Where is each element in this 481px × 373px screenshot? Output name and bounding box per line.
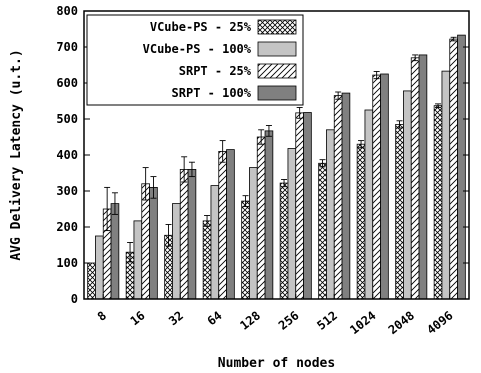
- y-tick-label: 600: [56, 76, 78, 90]
- bar: [364, 109, 374, 300]
- y-tick-label: 700: [56, 40, 78, 54]
- bar: [380, 73, 389, 300]
- bar: [202, 220, 212, 300]
- bar: [303, 112, 312, 300]
- bar: [218, 150, 227, 300]
- bar: [249, 167, 258, 300]
- bar: [403, 90, 412, 300]
- bar: [457, 34, 466, 300]
- bar: [356, 143, 366, 300]
- bar: [449, 38, 458, 300]
- bar: [95, 235, 104, 300]
- legend-label: SRPT - 100%: [172, 86, 252, 100]
- bar: [418, 54, 428, 300]
- legend-items: VCube-PS - 25% VCube-PS - 100% SRPT - 25% S…: [143, 19, 297, 101]
- x-axis-label: Number of nodes: [218, 356, 335, 371]
- bar: [256, 136, 266, 300]
- bar: [279, 182, 289, 300]
- legend-label: VCube-PS - 100%: [143, 42, 252, 56]
- x-tick-label: 128: [237, 308, 263, 332]
- y-tick-label: 800: [56, 4, 78, 18]
- bar: [179, 168, 189, 300]
- bar: [87, 262, 96, 300]
- bar: [410, 57, 420, 300]
- x-axis-ticks: 8 16 32 64 128 256 512 1024 2048 4096: [95, 294, 456, 337]
- legend-swatch: [257, 19, 297, 35]
- x-tick-label: 512: [314, 308, 340, 332]
- y-tick-label: 200: [56, 220, 78, 234]
- bar: [210, 185, 220, 300]
- x-tick-label: 64: [205, 308, 225, 328]
- bar: [326, 129, 335, 300]
- y-tick-label: 500: [56, 112, 78, 126]
- bar: [341, 92, 351, 300]
- bar: [372, 74, 381, 300]
- legend-swatch: [257, 63, 297, 79]
- bar: [172, 203, 181, 300]
- legend: VCube-PS - 25% VCube-PS - 100% SRPT - 25% S…: [86, 14, 304, 106]
- y-tick-label: 100: [56, 256, 78, 270]
- legend-swatch: [257, 41, 297, 57]
- y-axis-label: AVG Delivery Latency (u.t.): [9, 49, 24, 260]
- y-tick-label: 400: [56, 148, 78, 162]
- bar: [433, 105, 443, 300]
- bar: [149, 186, 158, 300]
- x-tick-label: 16: [128, 308, 148, 328]
- x-tick-label: 1024: [347, 308, 378, 337]
- bar: [187, 168, 197, 300]
- bar: [395, 124, 404, 300]
- bar: [241, 200, 250, 300]
- x-tick-label: 32: [166, 308, 186, 328]
- bar: [318, 162, 327, 300]
- bar: [295, 112, 304, 300]
- bar: [441, 70, 451, 300]
- error-bars-layer: [104, 36, 457, 263]
- x-tick-label: 4096: [424, 308, 455, 337]
- bar: [133, 220, 143, 300]
- legend-swatch: [257, 85, 297, 101]
- bar: [287, 148, 297, 300]
- y-tick-label: 300: [56, 184, 78, 198]
- bar: [110, 203, 120, 300]
- legend-label: VCube-PS - 25%: [150, 20, 252, 34]
- y-axis-ticks: 0 100 200 300 400 500 600 700 800: [56, 4, 469, 306]
- y-tick-label: 0: [71, 292, 78, 306]
- bars-layer: [87, 34, 466, 300]
- bar: [226, 149, 235, 300]
- bar: [264, 130, 274, 300]
- bar: [141, 183, 150, 300]
- x-tick-label: 2048: [386, 308, 417, 337]
- x-tick-label: 8: [95, 308, 109, 323]
- x-tick-label: 256: [276, 308, 302, 332]
- legend-label: SRPT - 25%: [179, 64, 252, 78]
- bar: [333, 95, 343, 300]
